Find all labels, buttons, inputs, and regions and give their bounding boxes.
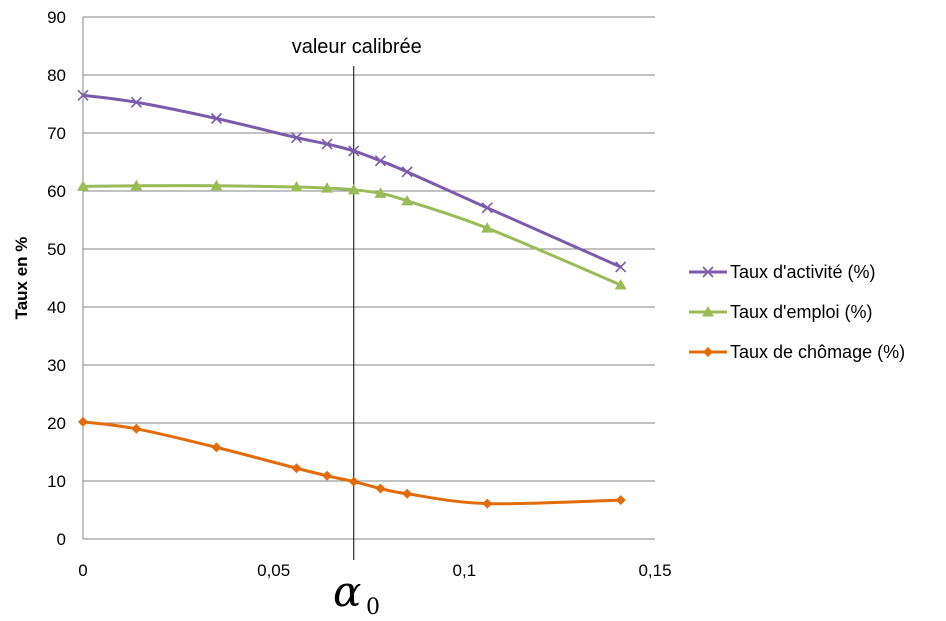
data-point [375, 483, 386, 494]
series-unemployment-rate [78, 416, 626, 509]
data-point [290, 180, 303, 192]
data-point [615, 495, 626, 506]
calibrated-value-label: valeur calibrée [292, 36, 422, 58]
data-point [210, 112, 223, 125]
data-point [481, 222, 494, 233]
legend: Taux d'activité (%) Taux d'emploi (%) Taux… [689, 262, 905, 362]
y-tick-label: 10 [47, 472, 66, 491]
legend-label: Taux de chômage (%) [730, 342, 905, 362]
data-point [401, 166, 413, 178]
y-tick-label: 30 [47, 356, 66, 375]
data-point [614, 278, 627, 290]
series-group [77, 89, 627, 509]
x-tick-label: 0 [78, 561, 87, 580]
data-point [401, 194, 414, 206]
y-tick-label: 90 [47, 8, 66, 27]
series-line-employment-rate [82, 184, 622, 287]
data-point [210, 179, 223, 191]
y-tick-label: 0 [57, 530, 66, 549]
series-employment-rate [77, 179, 627, 290]
y-tick-label: 80 [47, 66, 66, 85]
data-point [374, 155, 387, 167]
data-point [130, 96, 142, 108]
data-point [481, 202, 493, 214]
x-tick-label: 0,1 [453, 561, 477, 580]
y-tick-label: 20 [47, 414, 66, 433]
gridlines [82, 16, 655, 540]
x-axis: 0 0,05 0,1 0,15 [78, 561, 671, 580]
y-axis: 0 10 20 30 40 50 60 70 80 90 [47, 8, 66, 549]
x-tick-label: 0,05 [257, 561, 290, 580]
x-axis-title: α [333, 567, 361, 616]
data-point [348, 476, 359, 487]
legend-marker [703, 347, 713, 357]
data-point [615, 261, 627, 273]
legend-item-employment-rate: Taux d'emploi (%) [689, 302, 873, 322]
y-tick-label: 50 [47, 240, 66, 259]
data-point [290, 132, 303, 144]
legend-marker [702, 266, 714, 278]
data-point [348, 145, 360, 157]
data-point [77, 180, 89, 191]
y-tick-label: 70 [47, 124, 66, 143]
y-tick-label: 40 [47, 298, 66, 317]
legend-item-unemployment-rate: Taux de chômage (%) [689, 342, 905, 362]
y-axis-label: Taux en % [12, 237, 31, 320]
data-point [482, 498, 493, 509]
x-tick-label: 0,15 [638, 561, 671, 580]
data-point [131, 423, 142, 434]
y-tick-label: 60 [47, 182, 66, 201]
legend-marker [702, 306, 714, 317]
series-line-activity-rate [82, 93, 622, 269]
series-activity-rate [77, 89, 627, 273]
data-point [291, 463, 302, 474]
legend-label: Taux d'activité (%) [730, 262, 876, 282]
data-point [322, 470, 333, 481]
data-point [78, 416, 88, 427]
data-point [374, 187, 387, 198]
data-point [321, 138, 333, 150]
legend-item-activity-rate: Taux d'activité (%) [689, 262, 876, 282]
data-point [347, 183, 360, 195]
legend-label: Taux d'emploi (%) [730, 302, 873, 322]
x-axis-title-subscript: 0 [366, 595, 380, 620]
series-line-unemployment-rate [82, 420, 621, 506]
data-point [130, 179, 143, 191]
data-point [77, 89, 89, 101]
data-point [321, 182, 334, 193]
data-point [211, 442, 222, 453]
data-point [402, 488, 413, 499]
